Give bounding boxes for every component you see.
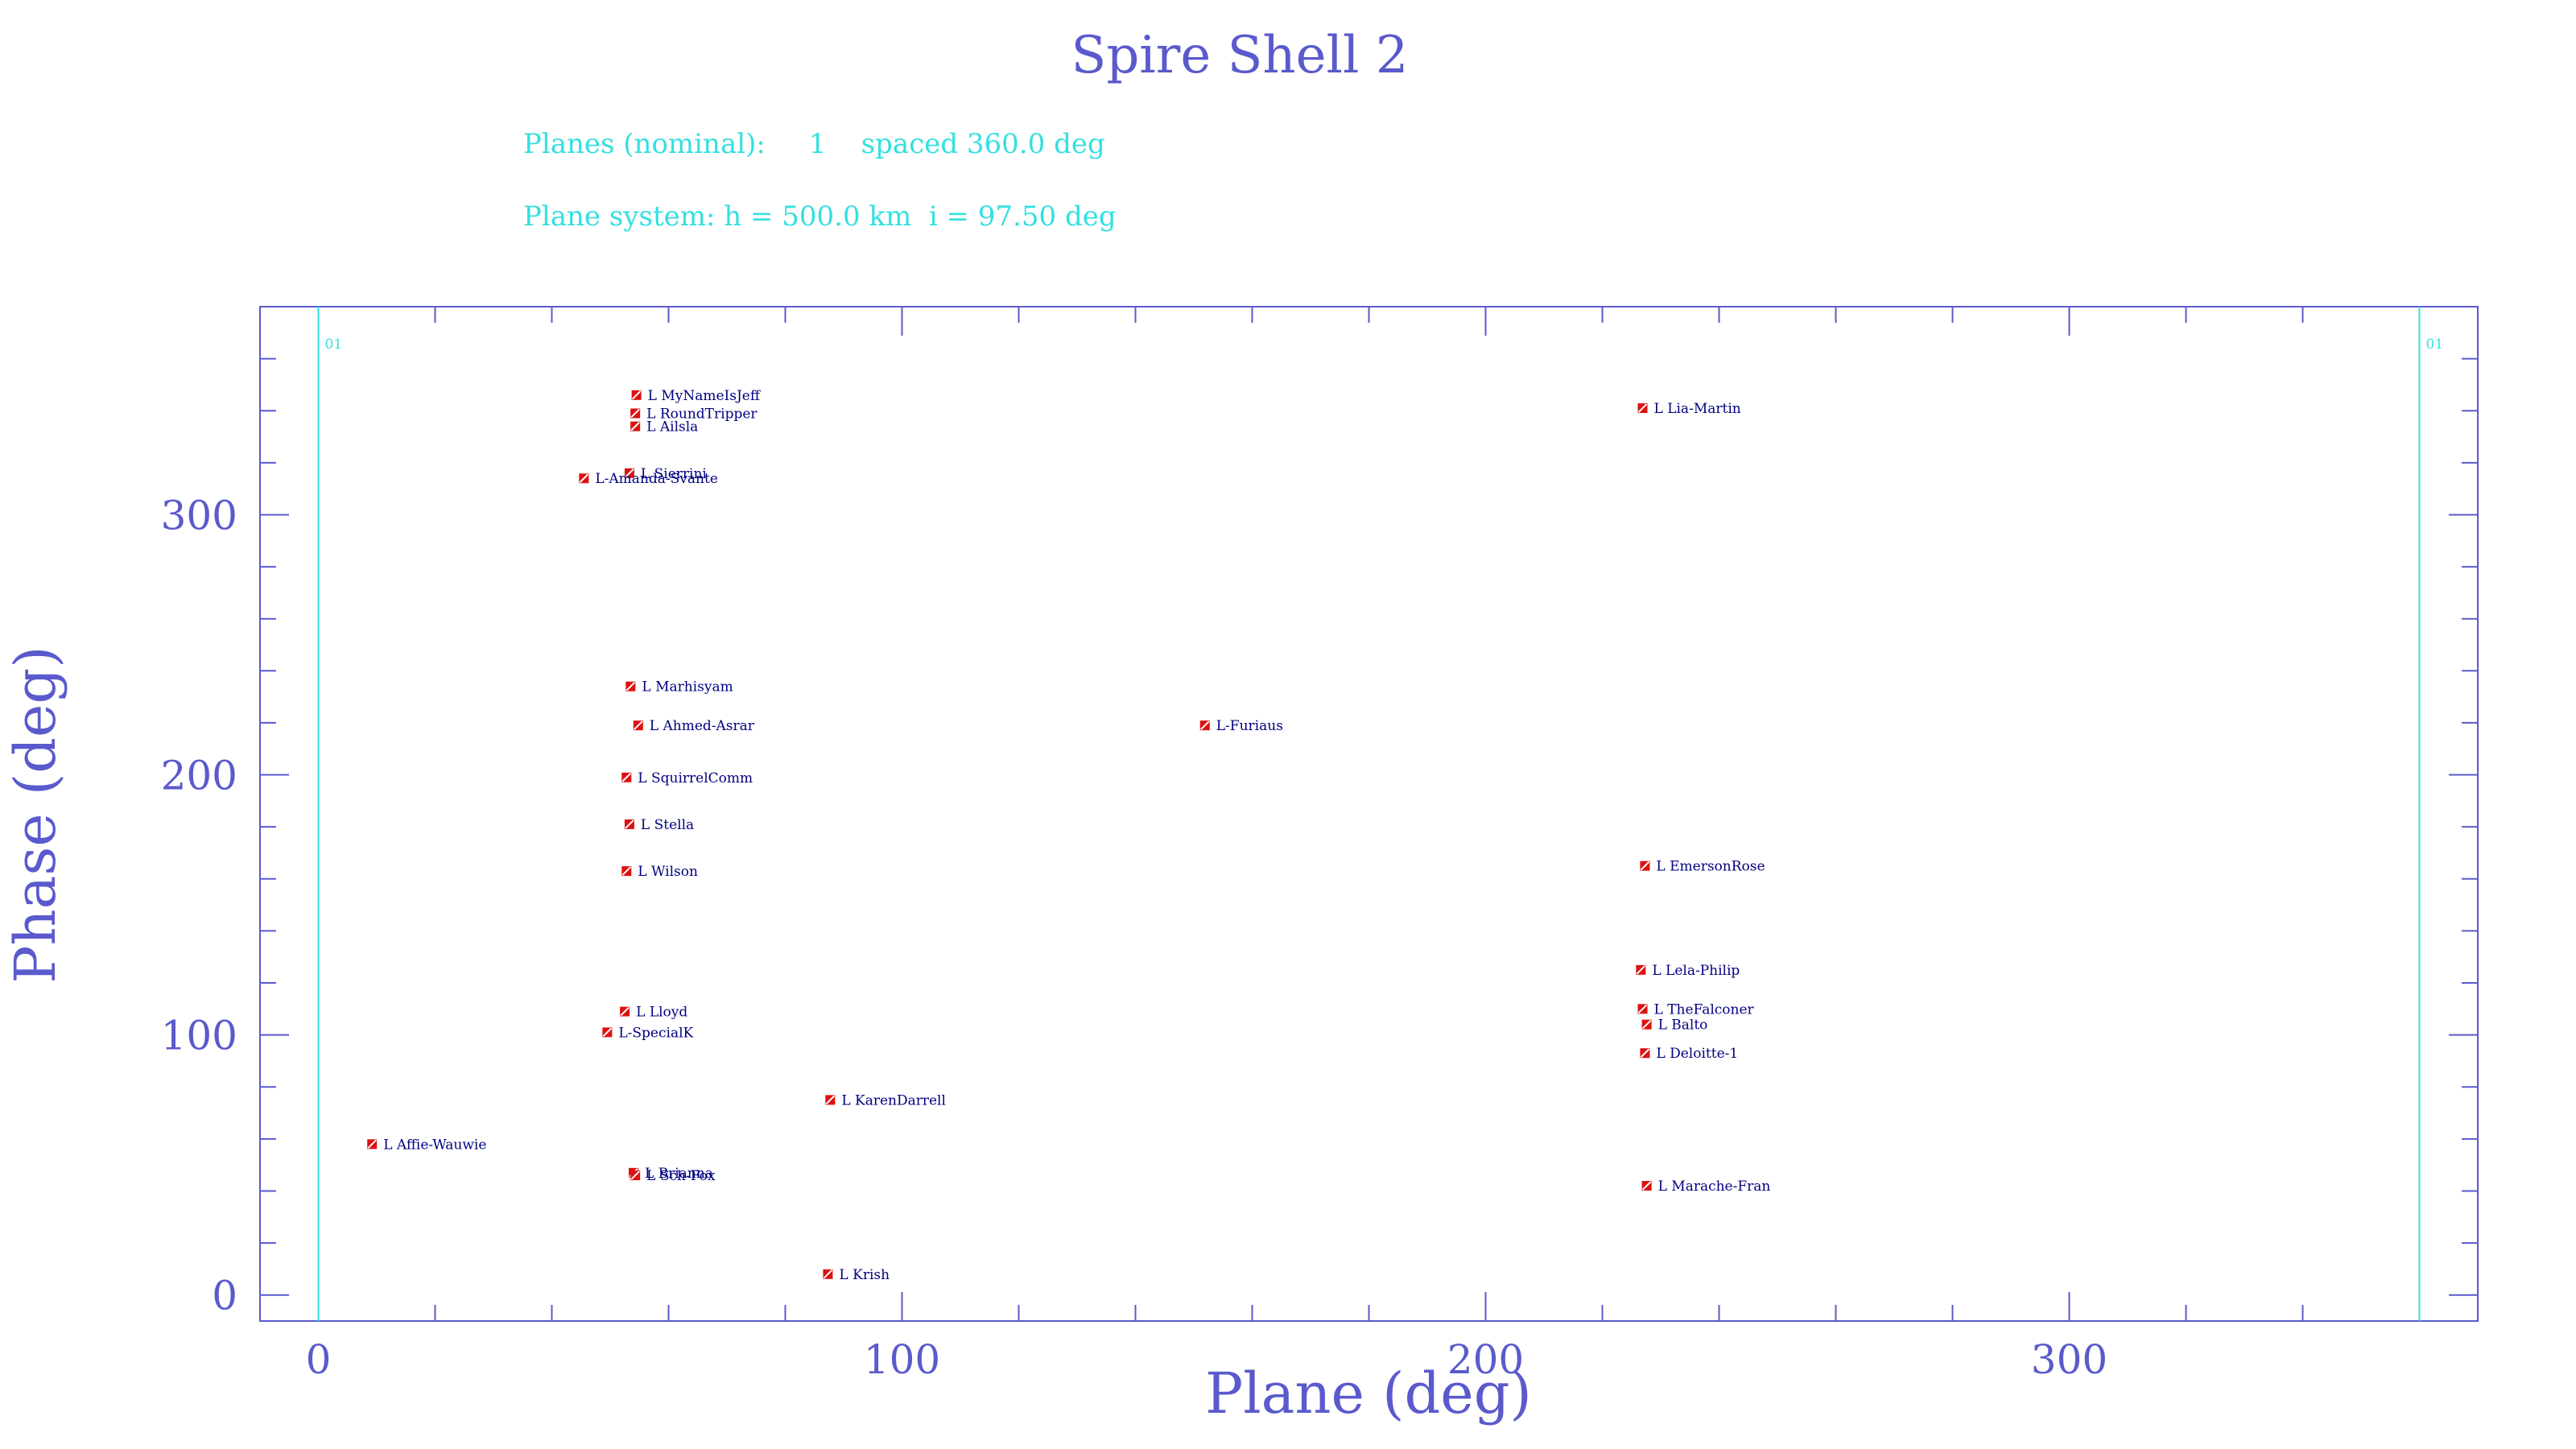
data-point: L Stella (624, 817, 694, 833)
data-point: L Lloyd (620, 1005, 687, 1021)
point-label: L Marache-Fran (1658, 1179, 1771, 1195)
point-label: L KarenDarrell (841, 1092, 946, 1108)
point-label: L Ailsla (646, 419, 698, 436)
subtitle-plane-system: Plane system: h = 500.0 km i = 97.50 deg (523, 200, 1117, 233)
data-point: L Affie-Wauwie (367, 1137, 486, 1153)
point-label: L Krish (839, 1267, 890, 1283)
data-point: L-SpecialK (602, 1025, 694, 1041)
x-tick-label: 100 (864, 1336, 940, 1383)
point-marker-tick (621, 773, 632, 782)
point-label: L Lela-Philip (1652, 963, 1740, 979)
data-point: L Krish (823, 1267, 890, 1283)
point-label: L MyNameIsJeff (648, 388, 762, 404)
point-label: L Lloyd (636, 1005, 687, 1021)
x-tick-label: 200 (1447, 1336, 1524, 1383)
point-marker-tick (1637, 1004, 1648, 1014)
point-marker-tick (630, 421, 640, 431)
x-axis-label: Plane (deg) (1205, 1360, 1532, 1426)
data-point: L Marache-Fran (1641, 1179, 1771, 1195)
point-marker-tick (631, 390, 642, 400)
point-marker-tick (1640, 861, 1650, 871)
point-marker-tick (602, 1027, 613, 1038)
y-tick-label: 0 (212, 1273, 237, 1319)
data-point: L MyNameIsJeff (631, 388, 762, 404)
point-marker-tick (367, 1139, 377, 1150)
point-label: L EmersonRose (1656, 859, 1765, 875)
data-point: L Lela-Philip (1636, 963, 1740, 979)
data-point: L Deloitte-1 (1640, 1046, 1738, 1062)
y-axis-label: Phase (deg) (2, 646, 68, 983)
data-point: L RoundTripper (630, 406, 758, 422)
point-label: L Marhisyam (642, 679, 733, 696)
data-point: L SquirrelComm (621, 770, 753, 786)
y-tick-label: 300 (161, 492, 237, 539)
plane-line-label: 01 (2426, 336, 2444, 353)
point-marker-tick (1640, 1048, 1650, 1058)
point-label: L Sierrini (641, 466, 707, 482)
data-point: L-Furiaus (1199, 718, 1283, 734)
point-label: L SquirrelComm (638, 770, 753, 786)
point-marker-tick (579, 473, 589, 483)
data-point: L Wilson (621, 864, 698, 880)
point-label: L RoundTripper (646, 406, 758, 422)
point-label: L Deloitte-1 (1656, 1046, 1738, 1062)
point-label: L Balto (1658, 1018, 1708, 1034)
point-marker-tick (630, 408, 640, 419)
x-tick-label: 0 (306, 1336, 332, 1383)
data-point: L KarenDarrell (825, 1092, 946, 1108)
point-marker-tick (625, 469, 634, 478)
point-marker-tick (625, 681, 636, 691)
data-point: L TheFalconer (1637, 1001, 1755, 1018)
point-label: L TheFalconer (1654, 1001, 1755, 1018)
point-marker-tick (1637, 403, 1648, 413)
point-label: L Wilson (638, 864, 698, 880)
data-point: L Lia-Martin (1637, 401, 1741, 417)
point-marker-tick (625, 819, 634, 829)
point-marker-tick (1641, 1019, 1652, 1030)
subtitle-planes: Planes (nominal): 1 spaced 360.0 deg (523, 128, 1105, 160)
point-label: L Sch-Fox (646, 1168, 716, 1184)
data-point: L EmersonRose (1640, 859, 1765, 875)
data-point: L Sch-Fox (630, 1168, 716, 1184)
point-label: L Brianna (645, 1166, 713, 1182)
point-marker-tick (1200, 720, 1210, 730)
point-marker-tick (1636, 965, 1646, 975)
point-marker-tick (621, 866, 632, 876)
point-label: L-SpecialK (618, 1025, 693, 1041)
data-point: L Ahmed-Asrar (633, 718, 755, 734)
y-tick-label: 200 (161, 753, 237, 799)
data-point: L-Amanda-Svante (579, 471, 718, 487)
point-label: L Ahmed-Asrar (650, 718, 755, 734)
point-label: L Lia-Martin (1654, 401, 1741, 417)
data-point: L Marhisyam (625, 679, 733, 696)
point-marker-tick (630, 1170, 640, 1180)
plane-line-label: 01 (325, 336, 343, 353)
data-point: L Ailsla (630, 419, 698, 436)
point-marker-tick (620, 1006, 630, 1017)
data-point: L Sierrini (624, 466, 707, 482)
point-marker-tick (825, 1095, 836, 1105)
point-label: L Affie-Wauwie (383, 1137, 486, 1153)
data-point: L Balto (1641, 1018, 1708, 1034)
plot-frame (259, 306, 2479, 1322)
point-marker-tick (634, 720, 643, 730)
point-label: L-Amanda-Svante (595, 471, 718, 487)
axis-ticks: 0 100 200 300 0 100 200 300 (161, 306, 2478, 1383)
chart-title: Spire Shell 2 (1071, 26, 1408, 85)
y-tick-label: 100 (161, 1013, 237, 1059)
plane-lines: 01 01 (317, 307, 2444, 1321)
point-label: L Stella (641, 817, 694, 833)
point-marker-tick (823, 1269, 833, 1279)
x-tick-label: 300 (2031, 1336, 2107, 1383)
point-label: L-Furiaus (1216, 718, 1283, 734)
point-marker-tick (1641, 1181, 1652, 1191)
